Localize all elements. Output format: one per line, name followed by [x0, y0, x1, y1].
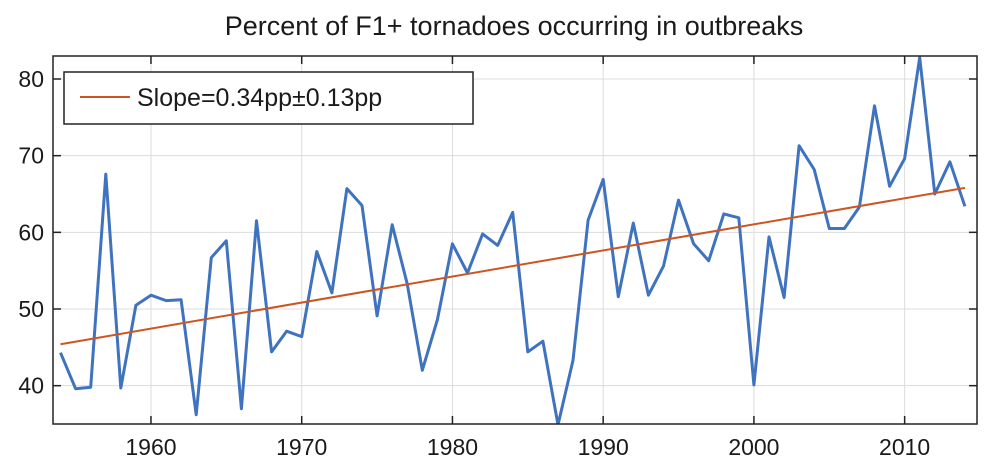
legend: Slope=0.34pp±0.13pp [63, 71, 474, 125]
y-tick-label: 50 [18, 296, 44, 322]
x-tick-label: 2010 [879, 434, 930, 460]
x-tick-label: 1970 [276, 434, 327, 460]
series-layer [59, 56, 967, 424]
legend-label-trend: Slope=0.34pp±0.13pp [137, 84, 382, 112]
trend-line [60, 186, 966, 346]
tick-layer: 1960 1970 1980 1990 2000 2010 40 50 60 70 80 [18, 56, 977, 460]
y-tick-label: 60 [18, 219, 44, 245]
x-tick-label: 1960 [125, 434, 176, 460]
legend-box [63, 71, 474, 125]
x-tick-label: 1990 [578, 434, 629, 460]
y-tick-label: 40 [18, 373, 44, 399]
plot-frame [52, 55, 978, 425]
series-line-outbreak-percent [59, 56, 967, 424]
x-tick-label: 1980 [427, 434, 478, 460]
x-tick-label: 2000 [728, 434, 779, 460]
chart-title: Percent of F1+ tornadoes occurring in ou… [225, 11, 804, 41]
y-tick-label: 70 [18, 143, 44, 169]
y-tick-label: 80 [18, 66, 44, 92]
